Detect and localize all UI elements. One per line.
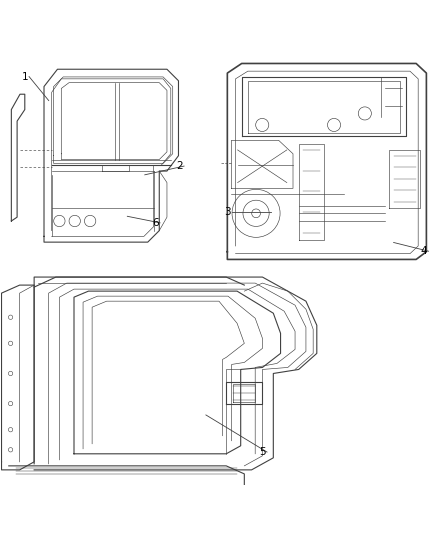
Text: 4: 4 (421, 246, 427, 256)
Text: 6: 6 (152, 218, 159, 228)
Text: 3: 3 (224, 207, 231, 217)
Text: 1: 1 (21, 71, 28, 82)
Text: 5: 5 (259, 447, 266, 457)
Text: 2: 2 (177, 161, 183, 171)
